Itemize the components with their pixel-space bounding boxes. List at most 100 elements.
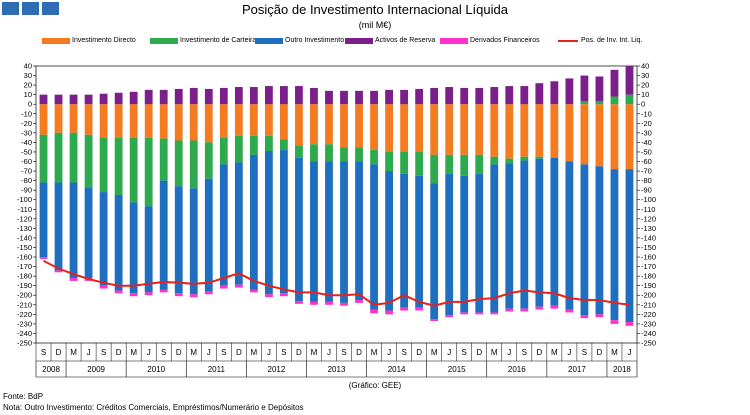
bar-activos-de-reserva [39, 94, 48, 105]
year-label: 2015 [448, 365, 466, 374]
bar-investimento-directo [144, 104, 153, 138]
y-tick-label-left: 20 [24, 81, 32, 90]
bar-investimento-directo [340, 104, 348, 148]
x-tick-label: D [116, 348, 122, 357]
bar-activos-de-reserva [280, 86, 288, 105]
bar-activos-de-reserva [249, 87, 258, 105]
bar-investimento-de-carteira [415, 151, 424, 176]
bar-outro-investimento [355, 161, 363, 301]
y-tick-label-right: -130 [641, 224, 656, 233]
bar-derivados-financeiros [39, 257, 48, 259]
bar-derivados-financeiros [400, 307, 409, 311]
x-tick-label: M [70, 348, 77, 357]
y-tick-label-right: 10 [641, 90, 649, 99]
bar-investimento-de-carteira [520, 156, 529, 161]
bar-activos-de-reserva [340, 90, 348, 105]
bar-derivados-financeiros [144, 292, 153, 296]
bar-investimento-directo [565, 104, 574, 162]
bar-investimento-de-carteira [189, 140, 198, 189]
bar-investimento-directo [370, 104, 378, 151]
legend-swatch [42, 37, 70, 44]
y-tick-label-left: -190 [17, 281, 32, 290]
bar-derivados-financeiros [219, 285, 228, 289]
plot-frame [35, 65, 638, 344]
x-tick-label: M [190, 348, 197, 357]
bar-activos-de-reserva [114, 92, 123, 105]
bar-investimento-directo [84, 104, 93, 135]
y-tick-label-right: -50 [641, 147, 652, 156]
source-note: (Gráfico: GEE) [348, 381, 402, 390]
bar-outro-investimento [295, 157, 303, 301]
year-label: 2018 [613, 365, 631, 374]
bar-derivados-financeiros [595, 314, 604, 318]
bar-investimento-directo [610, 104, 619, 170]
bar-investimento-de-carteira [385, 151, 393, 172]
bar-outro-investimento [325, 161, 333, 302]
legend-item-pos-inv-int-liq: Pos. de Inv. Int. Liq. [558, 37, 642, 44]
bar-activos-de-reserva [460, 87, 469, 105]
bar-derivados-financeiros [460, 312, 469, 315]
bar-activos-de-reserva [129, 91, 138, 105]
bar-outro-investimento [144, 206, 153, 293]
y-tick-label-right: -170 [641, 262, 656, 271]
y-tick-label-left: 0 [28, 100, 32, 109]
bar-investimento-directo [460, 104, 469, 155]
x-tick-label: S [462, 348, 467, 357]
year-label: 2012 [268, 365, 286, 374]
bar-investimento-de-carteira [445, 154, 454, 174]
bar-activos-de-reserva [234, 87, 243, 105]
bar-derivados-financeiros [475, 312, 484, 315]
x-tick-label: S [281, 348, 286, 357]
bar-activos-de-reserva [520, 86, 529, 105]
x-tick-label: D [536, 348, 542, 357]
bar-investimento-directo [219, 104, 228, 138]
year-label: 2008 [42, 365, 60, 374]
bar-outro-investimento [505, 163, 514, 309]
y-tick-label-right: -190 [641, 281, 656, 290]
bar-investimento-directo [415, 104, 424, 152]
y-tick-label-left: -120 [17, 214, 32, 223]
x-tick-label: J [567, 348, 571, 357]
bar-investimento-directo [69, 104, 78, 133]
bar-investimento-directo [39, 104, 48, 135]
bar-outro-investimento [189, 188, 198, 295]
bar-investimento-directo [475, 104, 484, 155]
x-tick-label: J [207, 348, 211, 357]
legend-item-derivados: Derivados Financeiros [440, 37, 540, 44]
bar-derivados-financeiros [385, 310, 393, 315]
x-tick-label: J [267, 348, 271, 357]
y-tick-label-left: -150 [17, 243, 32, 252]
x-tick-label: S [161, 348, 166, 357]
bar-investimento-de-carteira [400, 151, 409, 174]
bar-derivados-financeiros [415, 307, 424, 311]
y-tick-label-left: -70 [21, 167, 32, 176]
bar-investimento-de-carteira [249, 135, 258, 155]
bar-activos-de-reserva [144, 89, 153, 105]
bar-outro-investimento [204, 178, 213, 292]
y-tick-label-left: -10 [21, 109, 32, 118]
x-tick-label: J [87, 348, 91, 357]
y-tick-label-left: -90 [21, 186, 32, 195]
bar-outro-investimento [400, 173, 409, 308]
y-tick-label-right: -40 [641, 138, 652, 147]
y-tick-label-right: -220 [641, 310, 656, 319]
y-tick-label-left: -100 [17, 195, 32, 204]
legend-label: Investimento de Carteira [180, 37, 257, 44]
bar-investimento-directo [520, 104, 529, 157]
bar-outro-investimento [39, 182, 48, 258]
bar-derivados-financeiros [610, 320, 619, 324]
bar-investimento-de-carteira [505, 158, 514, 164]
y-tick-label-right: -250 [641, 339, 656, 348]
y-tick-label-right: -20 [641, 119, 652, 128]
bar-investimento-de-carteira [430, 154, 439, 184]
x-tick-label: D [176, 348, 182, 357]
bar-activos-de-reserva [84, 94, 93, 105]
bar-activos-de-reserva [355, 90, 363, 105]
bar-investimento-de-carteira [610, 96, 619, 105]
bar-activos-de-reserva [505, 86, 514, 105]
bar-outro-investimento [159, 180, 168, 290]
bar-investimento-de-carteira [114, 137, 123, 195]
y-tick-label-right: -100 [641, 195, 656, 204]
bar-derivados-financeiros [310, 301, 318, 305]
